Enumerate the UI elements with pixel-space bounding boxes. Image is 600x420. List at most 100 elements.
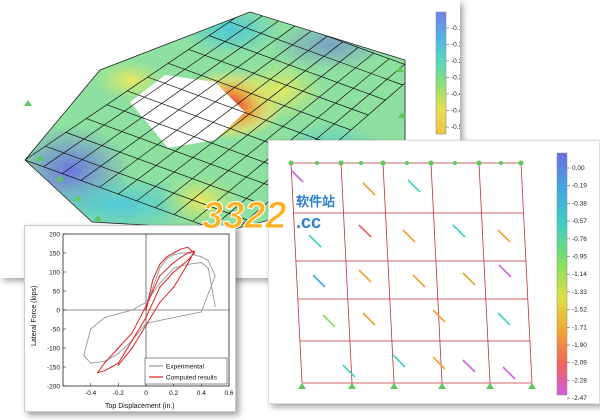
wall-colorbar-tick: -0.76 xyxy=(572,236,587,243)
experimental-point xyxy=(173,254,175,256)
wall-top-marker xyxy=(453,161,457,165)
wall-colorbar-tick: -2.09 xyxy=(572,360,587,367)
slab-colorbar-tick: -0.21 xyxy=(451,42,460,49)
experimental-point xyxy=(173,267,175,269)
crack-mark xyxy=(362,182,376,196)
x-axis-label: Top Displacement (in.) xyxy=(105,403,175,410)
computed-point xyxy=(193,250,195,252)
wall-colorbar-tick: -0.95 xyxy=(572,254,587,261)
wall-column-line xyxy=(430,162,443,384)
slab-colorbar-tick: -0.56 xyxy=(451,124,460,131)
wall-column-line xyxy=(520,162,533,384)
wall-top-marker xyxy=(518,160,524,166)
slab-colorbar-tick: -0.14 xyxy=(451,25,460,32)
experimental-point xyxy=(207,267,209,269)
watermark-site-name: 软件站 xyxy=(296,194,335,209)
y-tick-label: -50 xyxy=(51,326,61,333)
crack-mark xyxy=(322,314,336,328)
wall-column-line xyxy=(382,162,395,384)
wall-top-marker xyxy=(405,161,409,165)
experimental-point xyxy=(145,322,147,324)
experimental-point xyxy=(173,317,175,319)
wall-column-line xyxy=(290,162,303,384)
wall-support xyxy=(438,383,446,389)
wall-colorbar-tick: -0.38 xyxy=(572,200,587,207)
x-tick-label: -0.4 xyxy=(85,390,97,397)
hysteresis-chart: -0.4 -0.2 0 0.2 0.4 0.6 200 150 100 50 0 -50 -100 -15… xyxy=(31,231,234,410)
legend-label-computed: Computed results xyxy=(166,375,218,382)
experimental-point xyxy=(207,260,209,262)
computed-point xyxy=(173,271,175,273)
wall-top-marker xyxy=(338,160,344,166)
computed-point xyxy=(97,372,99,374)
experimental-point xyxy=(159,267,161,269)
wall-top-marker xyxy=(315,161,319,165)
slab-opening xyxy=(130,75,245,148)
computed-point xyxy=(159,301,161,303)
slab-colorbar: -0.14 -0.21 -0.28 -0.35 -0.42 -0.49 -0.56 xyxy=(435,11,466,135)
wall-top-marker xyxy=(499,161,503,165)
computed-point xyxy=(117,364,119,366)
crack-mark xyxy=(462,359,476,373)
wall-supports xyxy=(298,383,536,389)
computed-point xyxy=(186,252,189,254)
experimental-point xyxy=(200,311,202,313)
experimental-point xyxy=(214,275,216,277)
wall-colorbar: 0.00 -0.19 -0.38 -0.57 -0.76 -0.95 -1.14 -1.33 -… xyxy=(556,152,587,402)
computed-point xyxy=(110,366,112,368)
y-axis-label: Lateral Force (kips) xyxy=(31,286,38,346)
experimental-point xyxy=(145,301,147,303)
chart-series xyxy=(83,246,216,374)
wall-crack-plot: 0.00 -0.19 -0.38 -0.57 -0.76 -0.95 -1.14 -1.33 -… xyxy=(288,152,587,402)
x-tick-label: 0.6 xyxy=(224,390,233,397)
y-tick-label: -200 xyxy=(47,383,60,390)
legend-label-experimental: Experimental xyxy=(166,364,204,371)
crack-mark xyxy=(392,354,406,368)
crack-mark xyxy=(502,366,516,380)
crack-mark xyxy=(358,224,372,238)
wall-top-marker xyxy=(380,160,386,166)
wall-top-marker xyxy=(476,160,482,166)
x-tick-label: 0 xyxy=(144,390,148,397)
wall-colorbar-tick: -2.47 xyxy=(572,395,587,402)
experimental-point xyxy=(117,353,119,355)
computed-point xyxy=(173,252,175,254)
crack-mark xyxy=(452,224,466,238)
wall-frame-grid xyxy=(290,162,533,384)
computed-point xyxy=(145,324,147,326)
crack-mark xyxy=(342,364,356,378)
crack-mark xyxy=(312,274,326,288)
wall-colorbar-tick: -0.57 xyxy=(572,218,587,225)
computed-point xyxy=(131,332,133,334)
hysteresis-chart-panel: -0.4 -0.2 0 0.2 0.4 0.6 200 150 100 50 0 -50 -100 -15… xyxy=(24,225,236,412)
wall-colorbar-tick: -1.71 xyxy=(572,324,587,331)
wall-support xyxy=(298,383,306,389)
crack-mark xyxy=(497,229,511,243)
experimental-point xyxy=(90,328,92,330)
wall-top-marker xyxy=(428,160,434,166)
computed-point xyxy=(117,362,119,364)
crack-mark xyxy=(498,264,512,278)
series-experimental-line xyxy=(83,252,216,364)
experimental-point xyxy=(200,261,202,264)
crack-mark xyxy=(432,356,446,370)
wall-colorbar-tick: -0.19 xyxy=(572,183,587,190)
experimental-point xyxy=(152,286,154,288)
computed-point xyxy=(145,305,147,307)
experimental-point xyxy=(83,355,85,357)
watermark-logo-domain: .cc xyxy=(296,212,321,232)
experimental-point xyxy=(103,360,106,362)
computed-point xyxy=(145,309,147,311)
experimental-point xyxy=(117,313,119,315)
experimental-point xyxy=(214,305,216,307)
computed-point xyxy=(145,317,147,319)
computed-point xyxy=(180,248,182,250)
y-tick-label: 150 xyxy=(49,250,60,257)
computed-point xyxy=(186,246,189,248)
computed-point xyxy=(173,261,175,264)
computed-point xyxy=(103,362,106,364)
crack-mark xyxy=(407,179,421,193)
computed-point xyxy=(124,351,126,353)
wall-column-line xyxy=(340,162,353,384)
y-tick-label: 100 xyxy=(49,269,60,276)
